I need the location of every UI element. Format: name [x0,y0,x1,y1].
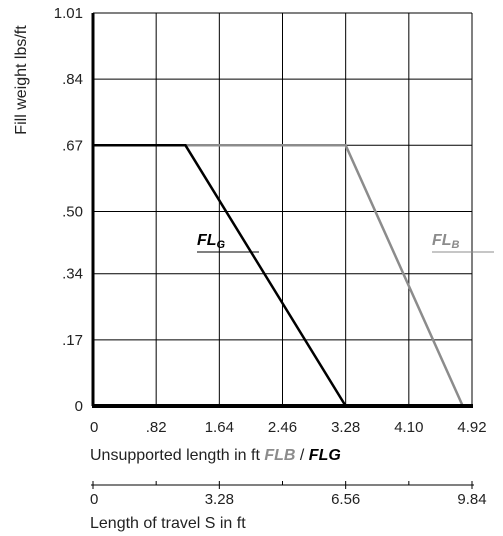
y-tick-label: .84 [62,71,83,88]
grid [92,12,473,407]
x-tick-labels: 0 .82 1.64 2.46 3.28 4.10 4.92 [90,419,487,436]
x-tick-label: 4.92 [457,419,486,436]
y-tick-label: .67 [62,137,83,154]
series-label-flb: FLB [432,232,494,253]
series-label-flg: FLG [197,232,259,253]
plot-frame [91,12,473,408]
y-tick-label: 1.01 [54,5,83,22]
secondary-axis: 0 3.28 6.56 9.84 [90,481,487,508]
secondary-axis-tick-label: 0 [90,491,98,508]
x-tick-label: 3.28 [331,419,360,436]
x-axis-label-prefix: Unsupported length in ft [90,447,264,464]
x-axis-label: Unsupported length in ft FLB / FLG [90,447,341,464]
x-tick-label: 4.10 [394,419,423,436]
y-axis-label: Fill weight lbs/ft [13,25,30,135]
x-axis-label-series-g: FLG [309,447,341,464]
secondary-axis-tick-label: 6.56 [331,491,360,508]
y-tick-label: .50 [62,203,83,220]
x-tick-label: 1.64 [205,419,234,436]
y-tick-label: .17 [62,332,83,349]
series-line-flg [93,144,347,407]
series-lines [93,144,464,407]
series-line-flb [93,144,464,407]
x-axis-label-separator: / [295,447,308,464]
secondary-axis-label: Length of travel S in ft [90,515,246,532]
y-tick-label: 0 [75,398,83,415]
secondary-axis-tick-label: 3.28 [205,491,234,508]
x-tick-label: 0 [90,419,98,436]
x-axis-label-series-b: FLB [264,447,295,464]
y-tick-labels: 0 .17 .34 .50 .67 .84 1.01 [54,5,83,415]
x-tick-label: .82 [146,419,167,436]
y-tick-label: .34 [62,266,83,283]
svg-text:FLG: FLG [197,232,226,251]
x-tick-label: 2.46 [268,419,297,436]
svg-text:FLB: FLB [432,232,460,251]
secondary-axis-tick-label: 9.84 [457,491,486,508]
series-labels: FLG FLB [197,232,494,253]
